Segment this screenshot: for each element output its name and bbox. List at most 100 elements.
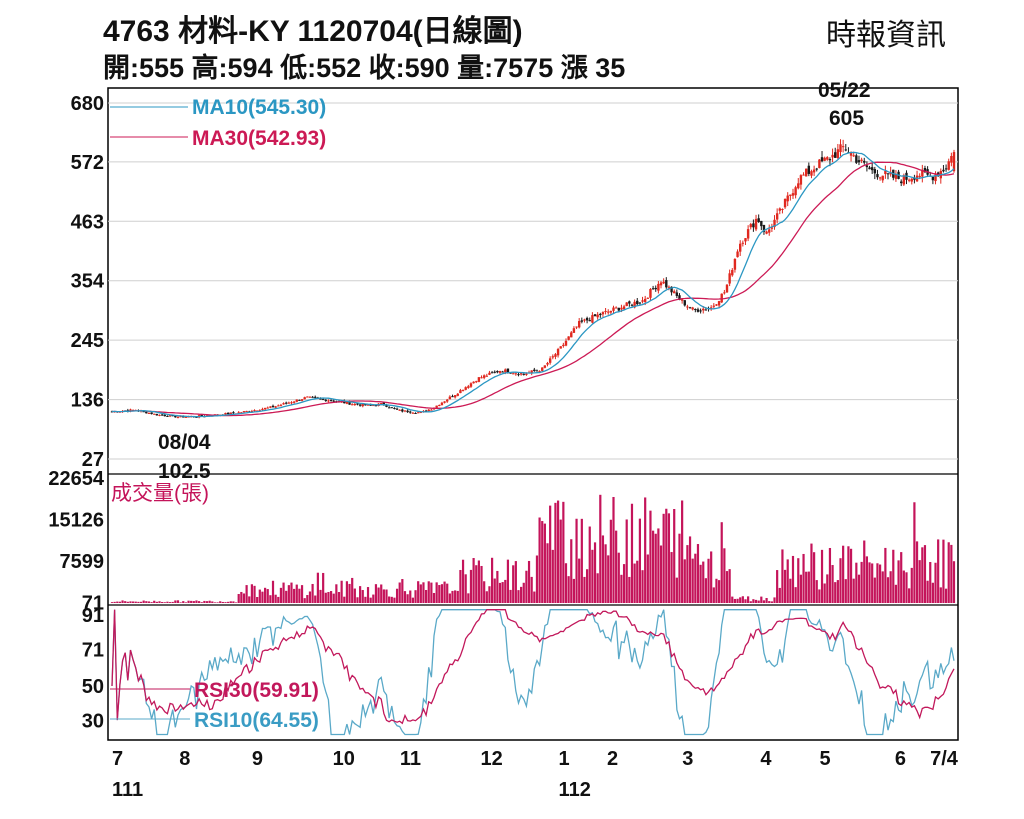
candle-body [604, 310, 607, 312]
candle-body [184, 416, 188, 418]
candle-body [570, 332, 573, 338]
candle-body [179, 416, 182, 418]
volume-bar [636, 560, 639, 603]
volume-bar [139, 601, 143, 603]
volume-bar [417, 581, 420, 603]
candle-body [348, 401, 351, 405]
candle-body [482, 375, 486, 378]
candle-body [855, 155, 858, 163]
candle-body [525, 373, 528, 375]
candle-body [596, 314, 599, 318]
candle-body [670, 286, 673, 293]
volume-bar [770, 601, 773, 603]
volume-bar [913, 502, 916, 603]
volume-bar [454, 590, 457, 603]
volume-bar [783, 569, 787, 603]
volume-bar [839, 558, 842, 603]
volume-tick-label: 22654 [48, 468, 104, 490]
candle-body [778, 208, 781, 211]
volume-bar [287, 585, 290, 603]
candle-body [907, 179, 911, 181]
volume-bar [443, 581, 446, 603]
candle-body [802, 174, 805, 176]
candle-body [292, 401, 296, 403]
volume-bar [683, 559, 686, 603]
volume-bar [232, 601, 235, 603]
candle-body [807, 165, 811, 174]
volume-bar [596, 573, 599, 603]
volume-bar [599, 494, 602, 603]
volume-bar [733, 598, 737, 603]
volume-bar [950, 544, 953, 603]
candle-body [303, 397, 306, 400]
candle-body [794, 187, 797, 196]
volume-bar [425, 589, 428, 603]
candle-body [356, 403, 359, 405]
candle-body [633, 301, 636, 308]
candle-body [548, 358, 552, 363]
volume-bar [538, 517, 541, 603]
candle-body [797, 183, 800, 189]
volume-bar [686, 545, 689, 603]
volume-bar [245, 585, 248, 603]
candle-body [770, 227, 774, 229]
volume-bar [314, 595, 317, 603]
volume-bar [876, 563, 879, 603]
price-tick-label: 136 [71, 390, 104, 412]
candle-body [345, 401, 349, 404]
candle-body [285, 402, 288, 404]
candle-body [300, 399, 304, 401]
volume-bar [303, 598, 306, 603]
candle-body [522, 373, 525, 375]
candle-body [266, 407, 269, 409]
candle-body [171, 415, 174, 417]
candle-body [773, 219, 776, 228]
volume-bar [208, 600, 211, 603]
price-tick-label: 27 [82, 449, 104, 471]
candle-body [147, 412, 151, 414]
volume-bar [707, 558, 710, 603]
volume-bar [351, 577, 354, 603]
volume-bar [390, 596, 393, 603]
volume-bar [237, 594, 240, 603]
volume-bar [591, 549, 594, 603]
volume-bar [926, 580, 929, 603]
candle-body [688, 307, 692, 309]
volume-bar [184, 602, 188, 603]
volume-bar [918, 560, 921, 603]
candle-body [295, 399, 298, 402]
candle-body [950, 156, 953, 163]
candle-body [828, 159, 832, 161]
volume-bar [915, 541, 919, 603]
volume-bar [493, 578, 496, 603]
month-tick-label: 11 [400, 748, 421, 770]
candle-body [868, 167, 871, 170]
rsi-tick-label: 71 [82, 640, 104, 662]
volume-bar [308, 591, 312, 603]
volume-bar [710, 551, 713, 603]
candle-body [453, 395, 457, 398]
candle-body [673, 291, 676, 294]
candle-body [390, 407, 393, 409]
candle-body [464, 387, 467, 390]
volume-bar [892, 549, 895, 603]
volume-bar [190, 600, 193, 603]
candle-body [765, 231, 768, 234]
volume-bar [778, 587, 781, 603]
peak-date-annotation: 05/22 [818, 79, 871, 102]
volume-bar [401, 579, 404, 603]
volume-bar [520, 586, 523, 603]
candle-body [844, 149, 847, 151]
volume-bar [527, 560, 531, 603]
volume-bar [583, 576, 586, 603]
volume-bar [256, 597, 259, 603]
candle-body [852, 155, 855, 157]
volume-bar [654, 533, 657, 603]
candle-body [496, 371, 499, 373]
volume-bar [675, 577, 678, 603]
candle-body [435, 405, 438, 408]
volume-bar [121, 600, 124, 603]
candle-body [720, 293, 723, 303]
month-tick-label: 12 [481, 748, 503, 770]
candle-body [551, 356, 554, 358]
